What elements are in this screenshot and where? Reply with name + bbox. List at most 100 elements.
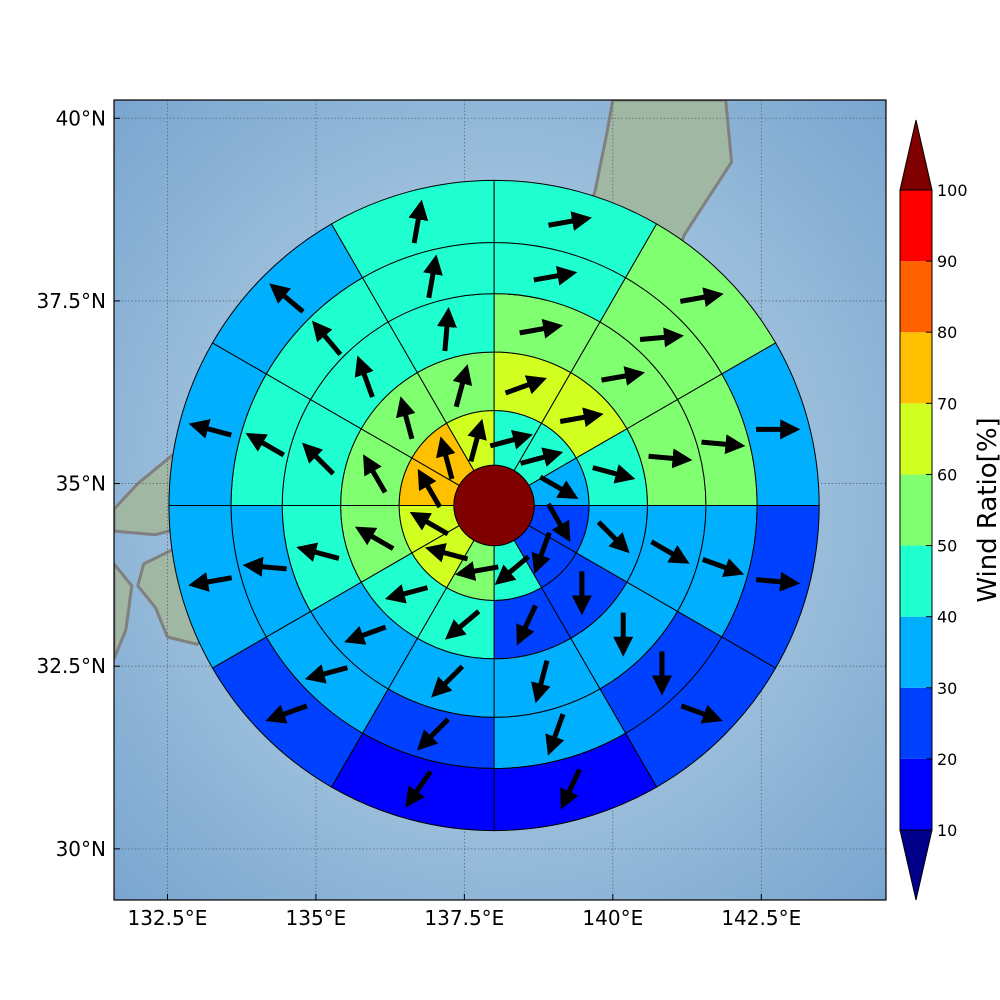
wind-arrow: [311, 320, 343, 357]
wind-arrow: [519, 447, 564, 467]
x-axis-ticks: 132.5°E 135°E 137.5°E 140°E 142.5°E: [127, 894, 801, 930]
x-tick-label: 140°E: [582, 906, 643, 930]
wind-arrow: [431, 664, 465, 698]
x-tick-label: 135°E: [286, 906, 347, 930]
colorbar-tick-label: 60: [937, 465, 957, 484]
colorbar-tick-label: 40: [937, 608, 957, 627]
colorbar-outline: [899, 189, 933, 831]
wind-arrow: [467, 418, 487, 463]
wind-arrow: [546, 502, 571, 543]
colorbar-segment: [900, 616, 932, 688]
wind-arrow: [188, 572, 233, 592]
wind-arrow: [596, 520, 630, 554]
wind-arrow: [409, 511, 450, 537]
wind-arrows: [188, 199, 801, 810]
wind-arrow: [494, 554, 531, 585]
colorbar-label: Wind Ratio[%]: [973, 417, 1000, 602]
colorbar-tick-label: 20: [937, 750, 957, 769]
wind-arrow: [302, 442, 335, 476]
colorbar-extend-min: [899, 829, 933, 901]
wind-arrow: [408, 199, 429, 244]
wind-arrow: [601, 366, 645, 386]
y-tick-label: 35°N: [56, 472, 106, 496]
wind-arrow: [269, 283, 305, 314]
wind-arrow: [396, 396, 416, 440]
wind-arrow: [701, 557, 745, 578]
colorbar-segment: [900, 261, 932, 333]
wind-arrow: [489, 429, 533, 450]
land-polygon: [114, 562, 134, 661]
map-frame: [113, 99, 887, 901]
wind-arrow: [437, 307, 457, 352]
wind-arrow: [354, 526, 395, 551]
x-tick-label: 132.5°E: [127, 906, 207, 930]
wind-arrow: [548, 211, 592, 231]
wind-arrow: [265, 703, 308, 724]
y-tick-label: 40°N: [56, 106, 106, 130]
map-area: [114, 100, 886, 900]
wind-arrow: [755, 571, 801, 592]
colorbar-tick-label: 10: [937, 821, 957, 840]
wind-arrow: [648, 448, 693, 469]
y-axis-ticks: 30°N 32.5°N 35°N 37.5°N 40°N: [37, 106, 120, 861]
wind-arrow: [444, 609, 481, 640]
wind-arrow: [452, 364, 473, 408]
colorbar-tick-label: 50: [937, 537, 957, 556]
colorbar-segment: [900, 474, 932, 546]
wind-arrow: [384, 584, 429, 604]
wind-arrow: [424, 543, 469, 563]
wind-arrow: [639, 327, 684, 348]
wind-arrow: [560, 768, 582, 810]
wind-arrow: [344, 624, 387, 645]
colorbar-segment: [900, 687, 932, 759]
wind-arrow: [592, 464, 636, 484]
wind-arrow: [519, 318, 564, 339]
colorbar-segment: [900, 758, 932, 830]
wind-arrow: [405, 770, 433, 808]
wind-arrow: [504, 375, 547, 396]
wind-arrow: [516, 604, 538, 646]
colorbar-tick-label: 80: [937, 323, 957, 342]
colorbar-tick-label: 100: [937, 181, 968, 200]
colorbar-tick-label: 30: [937, 679, 957, 698]
wind-arrow: [533, 265, 578, 286]
wind-arrow: [454, 561, 499, 581]
x-tick-label: 137.5°E: [424, 906, 504, 930]
wind-arrow: [304, 664, 349, 684]
wind-arrow: [559, 407, 604, 428]
y-tick-label: 30°N: [56, 837, 106, 861]
center-cell: [453, 464, 535, 547]
y-tick-label: 32.5°N: [37, 654, 107, 678]
wind-arrow: [539, 474, 579, 500]
colorbar-segment: [900, 403, 932, 475]
wind-arrow: [531, 531, 552, 575]
x-tick-label: 142.5°E: [721, 906, 801, 930]
wind-arrow: [545, 713, 566, 756]
sector-cell: [330, 179, 495, 279]
wind-sectors: [168, 179, 820, 832]
colorbar-tick-label: 90: [937, 252, 957, 271]
wind-arrow: [296, 542, 340, 562]
wind-arrow: [531, 660, 551, 704]
wind-arrow: [354, 355, 375, 398]
colorbar-tick-label: 70: [937, 394, 957, 413]
wind-arrow: [417, 468, 442, 509]
wind-arrow: [423, 254, 443, 299]
colorbar-segment: [900, 190, 932, 262]
wind-arrow: [680, 703, 723, 724]
wind-arrow: [650, 539, 690, 564]
colorbar-extend-max: [899, 119, 933, 191]
wind-arrow: [242, 556, 287, 577]
colorbar: 10 20 30 40 50 60 70 80 90 100: [899, 119, 968, 901]
wind-arrow: [436, 436, 456, 480]
wind-arrow: [701, 434, 746, 455]
wind-arrow: [245, 432, 286, 458]
colorbar-segment: [900, 332, 932, 404]
y-tick-label: 37.5°N: [37, 289, 107, 313]
wind-arrow: [188, 419, 232, 439]
wind-arrow: [679, 287, 724, 308]
wind-arrow: [416, 717, 450, 751]
wind-arrow: [363, 454, 388, 494]
colorbar-segment: [900, 545, 932, 617]
